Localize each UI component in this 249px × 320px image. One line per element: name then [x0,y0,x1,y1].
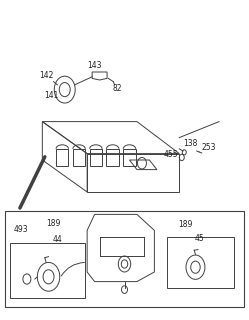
Text: 189: 189 [46,219,61,228]
Text: 455: 455 [163,150,178,159]
Text: 493: 493 [14,225,28,234]
Text: 189: 189 [178,220,193,229]
Text: 141: 141 [44,91,58,100]
Text: 44: 44 [52,235,62,244]
Text: 142: 142 [39,71,53,80]
Text: 253: 253 [202,143,216,152]
Text: 45: 45 [194,234,204,243]
Text: 82: 82 [112,84,122,93]
Text: 138: 138 [183,139,197,148]
Text: 143: 143 [87,61,102,70]
